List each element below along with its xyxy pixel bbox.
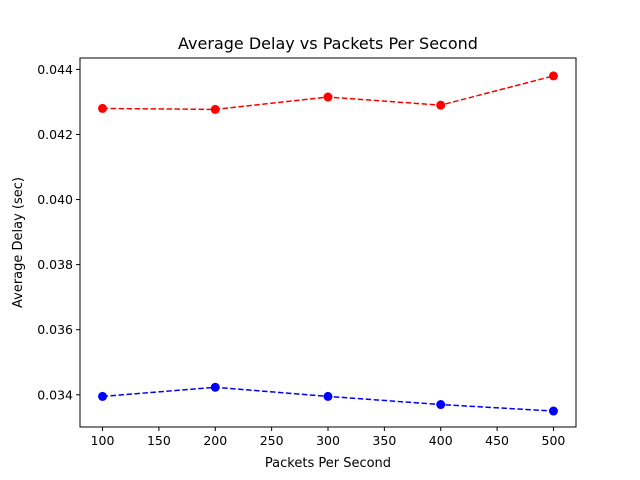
y-axis-label: Average Delay (sec): [11, 177, 26, 308]
series-1-point: [436, 100, 446, 110]
x-tick-label: 150: [147, 433, 171, 448]
y-tick-label: 0.042: [37, 127, 73, 142]
series-1-point: [548, 71, 558, 81]
y-tick-label: 0.044: [37, 62, 73, 77]
x-tick-label: 300: [316, 433, 340, 448]
x-axis-label: Packets Per Second: [265, 456, 391, 471]
x-tick-label: 400: [429, 433, 453, 448]
x-tick-label: 500: [542, 433, 566, 448]
x-tick-label: 450: [485, 433, 509, 448]
series-2-point: [98, 391, 108, 401]
x-tick-label: 350: [372, 433, 396, 448]
plot-frame: [79, 57, 577, 428]
x-axis: 100 150 200 250 300 350 400 450 500: [91, 427, 566, 448]
chart-title: Average Delay vs Packets Per Second: [178, 34, 478, 53]
series-1-point: [210, 104, 220, 114]
y-tick-label: 0.034: [37, 387, 73, 402]
plot-area: [98, 71, 558, 416]
y-tick-label: 0.040: [37, 192, 73, 207]
series-2-point: [436, 400, 446, 410]
series-2-point: [548, 406, 558, 416]
series-2-point: [323, 391, 333, 401]
series-2-point: [210, 382, 220, 392]
x-tick-label: 100: [91, 433, 115, 448]
x-tick-label: 200: [203, 433, 227, 448]
series-1-point: [323, 92, 333, 102]
y-tick-label: 0.036: [37, 322, 73, 337]
y-tick-label: 0.038: [37, 257, 73, 272]
y-axis: 0.034 0.036 0.038 0.040 0.042 0.044: [37, 62, 80, 402]
x-tick-label: 250: [260, 433, 284, 448]
series-1-point: [98, 103, 108, 113]
